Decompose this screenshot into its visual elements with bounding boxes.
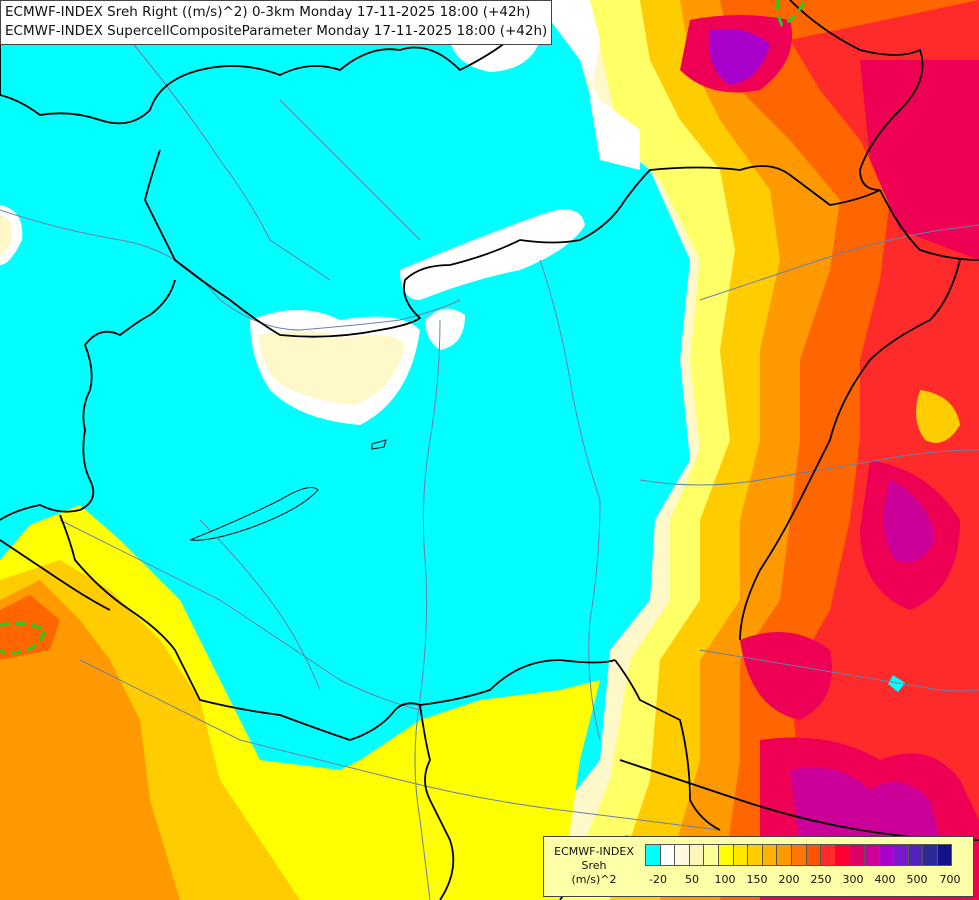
- legend-swatch: [659, 844, 676, 866]
- legend-swatch: [907, 844, 924, 866]
- border-ukraine-poland: [789, 0, 924, 191]
- lake-small: [371, 439, 387, 450]
- border-ukraine-romania: [879, 189, 979, 261]
- legend-tick-label: 700: [939, 873, 961, 886]
- legend-swatch: [776, 844, 792, 866]
- legend-source: ECMWF-INDEX: [554, 845, 634, 858]
- legend-tick-label: 250: [810, 873, 832, 886]
- legend-swatch: [878, 844, 895, 866]
- legend-swatch: [747, 844, 763, 866]
- sreh-field-east: [545, 0, 979, 900]
- legend-swatch: [703, 844, 719, 866]
- river-tisza: [539, 259, 601, 741]
- legend-swatch: [805, 844, 822, 866]
- legend-swatch: [761, 844, 778, 866]
- scp-contour-west: [0, 621, 47, 655]
- sreh-field-pale: [0, 0, 640, 425]
- border-czech-slovakia: [0, 0, 546, 125]
- rivers: [0, 39, 979, 900]
- legend-tick-label: 150: [746, 873, 768, 886]
- legend-swatch: [863, 844, 880, 866]
- legend-swatch: [688, 844, 705, 866]
- scp-contours: [0, 0, 807, 655]
- legend-unit: (m/s)^2: [571, 873, 617, 886]
- legend-variable: Sreh: [581, 859, 607, 872]
- legend-tick-label: 100: [714, 873, 736, 886]
- scp-contour-north: [776, 0, 807, 27]
- legend-swatch: [790, 844, 807, 866]
- legend-tick-label: 200: [778, 873, 800, 886]
- title-line-1: ECMWF-INDEX Sreh Right ((m/s)^2) 0-3km M…: [5, 4, 531, 20]
- river-danube-south: [414, 319, 441, 900]
- legend-swatch: [732, 844, 749, 866]
- river-east: [699, 224, 979, 301]
- river-mures: [639, 449, 979, 486]
- border-hungary-serbia: [419, 704, 455, 900]
- map-title: ECMWF-INDEX Sreh Right ((m/s)^2) 0-3km M…: [0, 0, 553, 45]
- river-sava: [79, 659, 721, 831]
- river-drava: [59, 519, 421, 711]
- legend-tick-label: 400: [874, 873, 896, 886]
- color-legend: ECMWF-INDEX Sreh (m/s)^2 -20 50 100 150 200 2…: [543, 836, 974, 897]
- border-hungary-romania: [614, 659, 721, 831]
- legend-swatch: [645, 844, 661, 866]
- legend-swatch: [717, 844, 734, 866]
- legend-swatch: [820, 844, 836, 866]
- border-austria-hungary: [0, 279, 176, 521]
- legend-tick-label: 500: [906, 873, 928, 886]
- border-slovakia-hungary: [144, 149, 881, 338]
- border-romania-moldova: [739, 259, 961, 641]
- legend-tick-label: 300: [842, 873, 864, 886]
- legend-swatch: [893, 844, 909, 866]
- river-north: [129, 39, 331, 281]
- title-line-2: ECMWF-INDEX SupercellCompositeParameter …: [5, 23, 548, 39]
- legend-tick-label: -20: [649, 873, 667, 886]
- lake-balaton: [189, 487, 319, 541]
- river-danube-north: [0, 209, 461, 331]
- border-croatia-bosnia: [0, 539, 111, 611]
- legend-swatch: [674, 844, 690, 866]
- sreh-field-southwest: [0, 505, 600, 900]
- river-small-2: [199, 519, 321, 691]
- legend-swatch: [922, 844, 938, 866]
- river-small-1: [279, 99, 421, 241]
- border-hungary-croatia: [59, 514, 616, 741]
- river-olt: [699, 649, 979, 692]
- legend-label: ECMWF-INDEX Sreh (m/s)^2: [548, 845, 640, 887]
- legend-ticks: -20 50 100 150 200 250 300 400 500 700: [645, 873, 975, 889]
- legend-swatch: [936, 844, 953, 866]
- legend-tick-label: 50: [685, 873, 699, 886]
- legend-swatch: [849, 844, 865, 866]
- legend-swatches: [645, 844, 953, 866]
- legend-swatch: [834, 844, 851, 866]
